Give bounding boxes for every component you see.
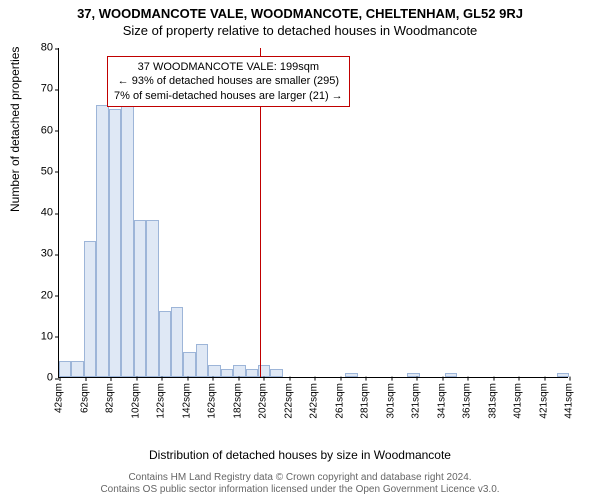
y-axis-label: Number of detached properties bbox=[8, 47, 22, 212]
x-tick: 142sqm bbox=[181, 377, 192, 419]
bar bbox=[246, 369, 258, 377]
annotation-box: 37 WOODMANCOTE VALE: 199sqm← 93% of deta… bbox=[107, 56, 350, 107]
y-tick: 10 bbox=[29, 331, 59, 342]
y-tick: 60 bbox=[29, 125, 59, 136]
y-tick: 50 bbox=[29, 166, 59, 177]
annotation-line-3: 7% of semi-detached houses are larger (2… bbox=[114, 89, 343, 103]
bar bbox=[233, 365, 245, 377]
x-tick: 62sqm bbox=[79, 377, 90, 413]
y-tick: 40 bbox=[29, 208, 59, 219]
x-tick: 421sqm bbox=[538, 377, 549, 419]
footer-line-1: Contains HM Land Registry data © Crown c… bbox=[0, 472, 600, 484]
bar bbox=[221, 369, 233, 377]
bar bbox=[59, 361, 71, 378]
x-tick: 202sqm bbox=[258, 377, 269, 419]
footer-line-2: Contains OS public sector information li… bbox=[0, 484, 600, 496]
bar bbox=[84, 241, 96, 377]
bar bbox=[208, 365, 220, 377]
bar bbox=[159, 311, 171, 377]
bar bbox=[146, 220, 158, 377]
footer-text: Contains HM Land Registry data © Crown c… bbox=[0, 472, 600, 496]
annotation-line-1: 37 WOODMANCOTE VALE: 199sqm bbox=[114, 60, 343, 74]
bar bbox=[71, 361, 83, 378]
y-tick: 80 bbox=[29, 43, 59, 54]
annotation-line-2: ← 93% of detached houses are smaller (29… bbox=[114, 74, 343, 88]
x-tick: 42sqm bbox=[54, 377, 65, 413]
x-tick: 441sqm bbox=[564, 377, 575, 419]
y-tick: 70 bbox=[29, 84, 59, 95]
chart-area: 0102030405060708042sqm62sqm82sqm102sqm12… bbox=[58, 48, 568, 378]
x-tick: 162sqm bbox=[207, 377, 218, 419]
x-tick: 102sqm bbox=[130, 377, 141, 419]
bar bbox=[171, 307, 183, 377]
y-tick: 20 bbox=[29, 290, 59, 301]
x-tick: 182sqm bbox=[232, 377, 243, 419]
page-subtitle: Size of property relative to detached ho… bbox=[0, 21, 600, 38]
x-tick: 321sqm bbox=[411, 377, 422, 419]
x-tick: 341sqm bbox=[436, 377, 447, 419]
x-tick: 401sqm bbox=[513, 377, 524, 419]
x-tick: 82sqm bbox=[105, 377, 116, 413]
bar bbox=[121, 105, 133, 377]
page-title: 37, WOODMANCOTE VALE, WOODMANCOTE, CHELT… bbox=[0, 0, 600, 21]
x-tick: 122sqm bbox=[156, 377, 167, 419]
x-axis-label: Distribution of detached houses by size … bbox=[0, 448, 600, 462]
x-tick: 222sqm bbox=[283, 377, 294, 419]
x-tick: 261sqm bbox=[334, 377, 345, 419]
bar bbox=[109, 109, 121, 377]
bar bbox=[134, 220, 146, 377]
bar bbox=[183, 352, 195, 377]
bar bbox=[345, 373, 357, 377]
x-tick: 242sqm bbox=[309, 377, 320, 419]
bar bbox=[96, 105, 108, 377]
bar bbox=[270, 369, 282, 377]
y-tick: 30 bbox=[29, 249, 59, 260]
bar bbox=[196, 344, 208, 377]
x-tick: 281sqm bbox=[360, 377, 371, 419]
x-tick: 301sqm bbox=[385, 377, 396, 419]
x-tick: 381sqm bbox=[487, 377, 498, 419]
x-tick: 361sqm bbox=[462, 377, 473, 419]
